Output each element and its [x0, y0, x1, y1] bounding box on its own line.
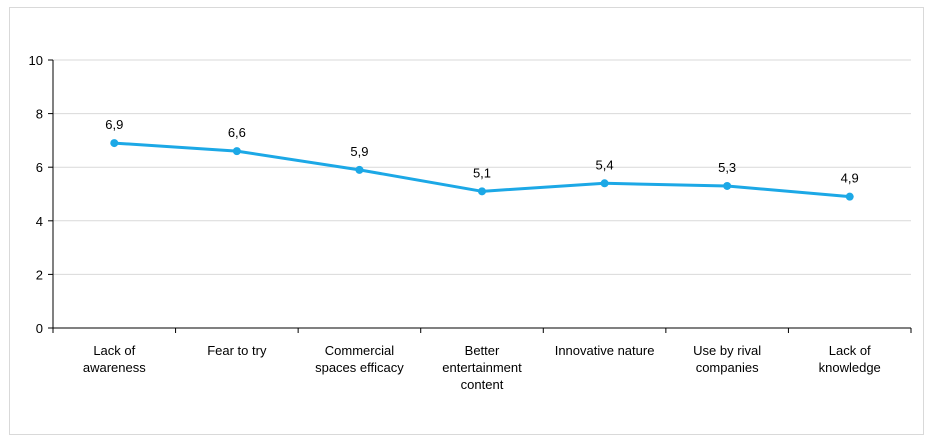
data-point: [723, 181, 732, 190]
series: [110, 139, 854, 201]
x-tick-label-line: content: [461, 377, 504, 392]
data-point: [478, 187, 486, 196]
x-tick-label-line: Innovative nature: [555, 343, 655, 358]
x-tick-label: Use by rival companies: [693, 343, 761, 375]
y-tick-label: 2: [36, 267, 43, 282]
x-tick-label-line: awareness: [83, 360, 146, 375]
data-label: 6,6: [228, 125, 246, 140]
x-tick-label: Commercial spaces efficacy: [315, 343, 404, 375]
data-labels: 6,9 6,6 5,9 5,1 5,4 5,3 4,9: [105, 117, 859, 186]
data-label: 6,9: [105, 117, 123, 132]
x-tick-label-line: Better: [465, 343, 500, 358]
data-label: 5,9: [350, 144, 368, 159]
y-tick-label: 0: [36, 321, 43, 336]
x-tick-label: Lack of knowledge: [819, 343, 881, 375]
x-tick-label-line: spaces efficacy: [315, 360, 404, 375]
x-tick-label-line: companies: [696, 360, 759, 375]
data-label: 4,9: [841, 171, 859, 186]
y-tick-label: 8: [36, 107, 43, 122]
gridlines: [53, 59, 911, 275]
x-tick-label: Innovative nature: [555, 343, 655, 358]
data-label: 5,4: [596, 157, 614, 172]
x-tick-label-line: entertainment: [442, 360, 522, 375]
x-tick-label: Lack of awareness: [83, 343, 146, 375]
x-tick-label-line: Lack of: [93, 343, 135, 358]
y-tick-label: 10: [29, 53, 43, 68]
x-tick-labels: Lack of awareness Fear to try Commercial spa…: [83, 343, 881, 392]
axes: [48, 59, 912, 333]
y-tick-label: 4: [36, 214, 43, 229]
data-label: 5,1: [473, 165, 491, 180]
y-tick-label: 6: [36, 160, 43, 175]
data-label: 5,3: [718, 160, 736, 175]
x-tick-label: Better entertainment content: [442, 343, 522, 392]
data-point: [600, 179, 609, 188]
data-point: [355, 165, 364, 174]
data-point: [232, 147, 241, 156]
x-tick-label-line: Fear to try: [207, 343, 267, 358]
x-tick-label: Fear to try: [207, 343, 267, 358]
y-tick-labels: 0 2 4 6 8 10: [29, 53, 43, 336]
x-tick-label-line: Commercial: [325, 343, 394, 358]
x-tick-label-line: Use by rival: [693, 343, 761, 358]
data-point: [845, 192, 854, 201]
x-tick-label-line: Lack of: [829, 343, 871, 358]
data-point: [110, 139, 119, 148]
x-tick-label-line: knowledge: [819, 360, 881, 375]
